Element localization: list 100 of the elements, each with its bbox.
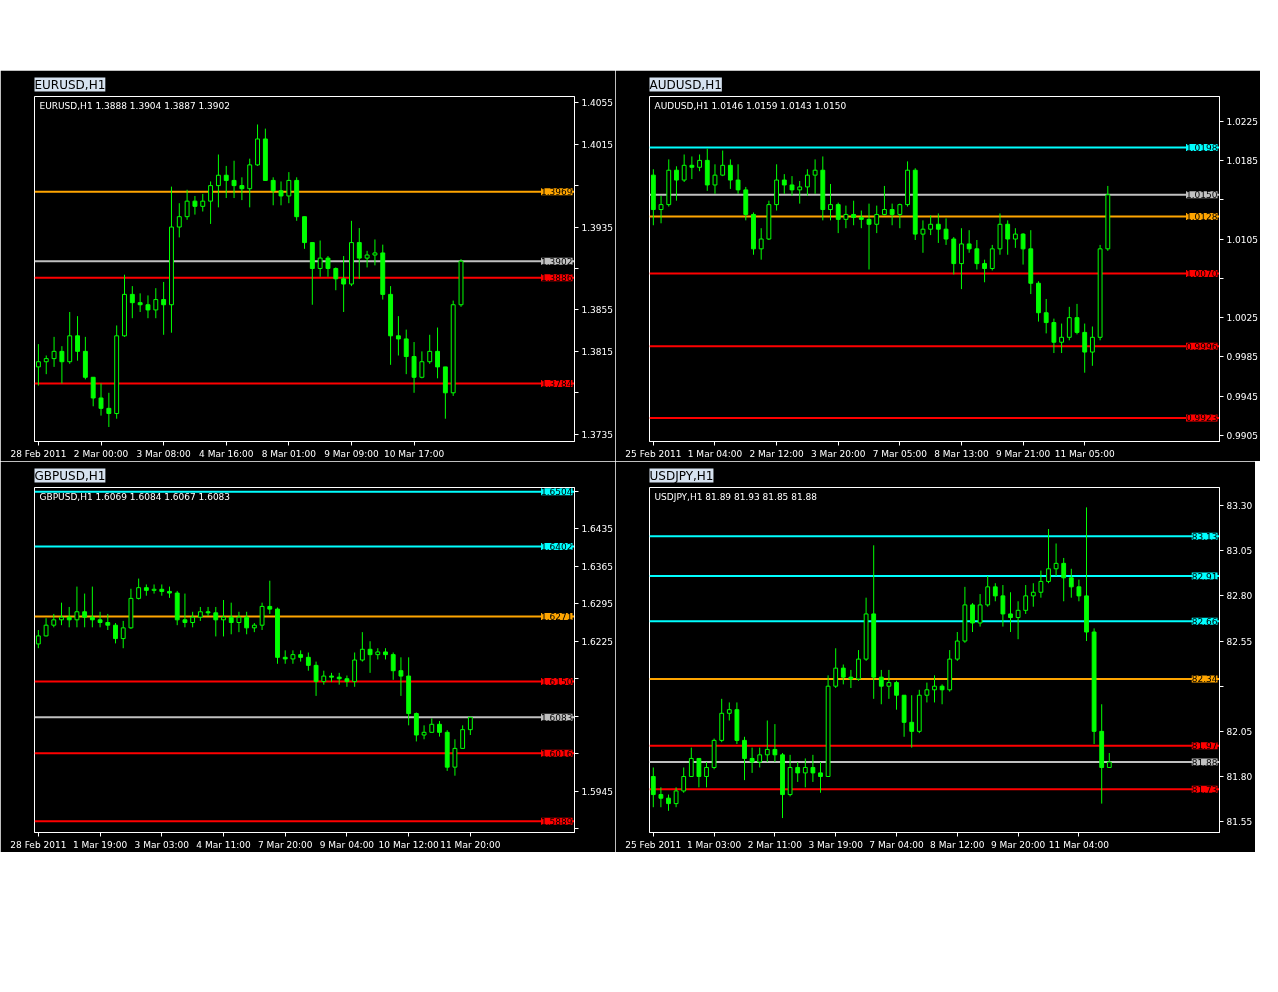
- candlestick: [874, 205, 880, 234]
- candlestick: [840, 664, 846, 685]
- candlestick: [244, 611, 250, 635]
- candlestick: [1005, 219, 1011, 256]
- y-tick-label: 1.4015: [581, 139, 613, 150]
- y-tick-label: 81.55: [1226, 817, 1253, 828]
- candlestick: [75, 315, 80, 362]
- candlestick: [939, 683, 945, 705]
- candlestick: [259, 602, 265, 631]
- candlestick: [106, 392, 112, 428]
- candlestick: [1061, 557, 1067, 602]
- candlestick: [359, 631, 365, 663]
- annotation: GBPUSD,H1 1.6069 1.6084 1.6067 1.6083: [39, 491, 231, 502]
- candlestick: [954, 631, 960, 662]
- candlestick: [286, 171, 292, 204]
- candlestick: [758, 227, 764, 261]
- candlestick: [97, 611, 103, 628]
- candlestick: [403, 329, 409, 375]
- candlestick: [427, 334, 433, 365]
- candlestick: [1020, 232, 1026, 266]
- x-tick-label: 7 Mar 20:00: [258, 839, 313, 850]
- candlestick: [184, 189, 190, 221]
- candlestick: [720, 150, 726, 177]
- candlestick: [735, 163, 741, 195]
- x-tick-label: 1 Mar 19:00: [72, 839, 128, 850]
- ref-line-label: 1.6016: [541, 748, 573, 759]
- candlestick: [59, 602, 64, 626]
- candlestick: [1046, 528, 1051, 584]
- candlestick: [290, 649, 296, 665]
- candlestick: [772, 723, 778, 763]
- candlestick: [1000, 584, 1006, 628]
- ref-line-label: 82.34: [1191, 674, 1218, 685]
- x-tick-label: 3 Mar 03:00: [134, 839, 190, 850]
- candlestick: [74, 586, 80, 628]
- candlestick: [943, 217, 949, 246]
- y-tick-label: 1.3735: [581, 429, 613, 440]
- candlestick: [51, 336, 57, 368]
- ref-line-label: 1.3886: [541, 273, 573, 284]
- candlestick: [176, 202, 182, 238]
- candlestick: [1059, 323, 1065, 354]
- chart-title: USDJPY,H1: [649, 468, 714, 483]
- candlestick: [974, 239, 980, 270]
- candlestick: [1074, 303, 1080, 335]
- x-tick-label: 10 Mar 17:00: [384, 448, 445, 459]
- candlestick: [421, 724, 427, 740]
- candlestick: [764, 720, 770, 763]
- ref-line-label: 1.3969: [541, 187, 573, 198]
- y-tick-label: 0.9945: [1226, 391, 1258, 402]
- candlestick: [317, 240, 323, 278]
- candlestick: [757, 747, 763, 768]
- candlestick: [247, 158, 253, 208]
- candlestick: [848, 669, 854, 689]
- candlestick: [208, 180, 214, 225]
- candlestick: [267, 580, 273, 615]
- candlestick: [689, 155, 695, 180]
- x-tick-label: 8 Mar 13:00: [934, 448, 989, 459]
- x-tick-label: 7 Mar 04:00: [869, 839, 924, 850]
- ref-line-label: 1.6271: [541, 612, 573, 623]
- candlestick: [419, 350, 425, 379]
- x-tick-label: 9 Mar 21:00: [995, 448, 1051, 459]
- candlestick: [681, 153, 687, 183]
- y-tick-label: 0.9985: [1226, 352, 1258, 363]
- y-tick-label: 1.4055: [581, 98, 613, 109]
- candlestick: [213, 606, 219, 637]
- candlestick: [920, 219, 926, 254]
- candlestick: [650, 766, 656, 808]
- ref-line-label: 82.66: [1191, 616, 1218, 627]
- candlestick: [992, 582, 998, 602]
- candlestick: [749, 747, 755, 774]
- y-tick-label: 0.9905: [1226, 431, 1258, 442]
- x-tick-label: 3 Mar 20:00: [811, 448, 866, 459]
- candlestick: [411, 341, 417, 394]
- ref-line-label: 81.88: [1191, 757, 1218, 768]
- candlestick: [372, 238, 378, 266]
- candlestick: [231, 160, 237, 199]
- candlestick: [1043, 298, 1049, 334]
- candlestick: [977, 593, 983, 628]
- candlestick: [966, 229, 972, 254]
- x-tick-label: 1 Mar 04:00: [687, 448, 743, 459]
- candlestick: [137, 292, 143, 313]
- candlestick: [802, 757, 808, 788]
- chart-title: EURUSD,H1: [34, 77, 106, 92]
- x-tick-label: 28 Feb 2011: [10, 839, 67, 850]
- ref-line-label: 0.9923: [1186, 413, 1218, 424]
- candlestick: [98, 382, 104, 417]
- candlestick: [460, 724, 466, 749]
- y-tick-label: 1.0025: [1226, 313, 1258, 324]
- candlestick: [982, 259, 987, 283]
- candlestick: [804, 168, 810, 197]
- candlestick: [344, 675, 350, 688]
- candlestick: [681, 766, 687, 794]
- candlestick: [452, 738, 458, 777]
- candlestick: [59, 345, 65, 384]
- candlestick: [909, 694, 915, 749]
- candlestick: [161, 281, 167, 336]
- x-tick-label: 9 Mar 04:00: [319, 839, 375, 850]
- candlestick: [90, 376, 96, 407]
- y-tick-label: 1.6225: [581, 636, 613, 647]
- candlestick: [797, 180, 803, 205]
- candlestick: [333, 266, 339, 291]
